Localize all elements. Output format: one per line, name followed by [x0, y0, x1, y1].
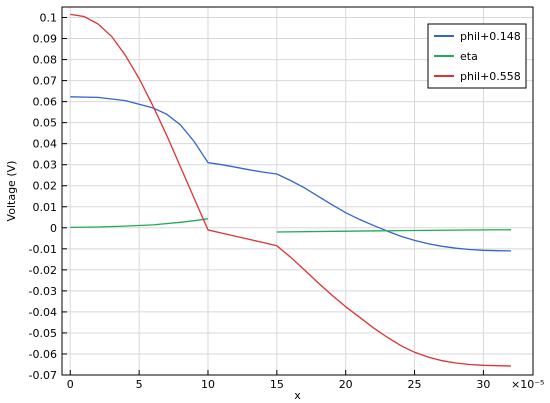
- series-line-phil-0-558: [70, 13, 512, 367]
- x-tick-label: 0: [67, 378, 74, 391]
- y-tick-label: 0.09: [33, 33, 58, 46]
- y-tick-label: 0.02: [33, 180, 58, 193]
- x-tick-label: 15: [270, 378, 284, 391]
- y-tick-label: -0.06: [29, 348, 57, 361]
- series-line-eta: [70, 218, 209, 229]
- legend-label: phil+0.148: [460, 30, 521, 43]
- legend-label: phil+0.558: [460, 70, 521, 83]
- y-tick-label: 0.07: [33, 75, 58, 88]
- y-tick-label: 0: [50, 222, 57, 235]
- legend-label: eta: [460, 50, 478, 63]
- x-tick-label: 30: [476, 378, 490, 391]
- grid: [62, 7, 533, 376]
- series-line-eta: [276, 229, 512, 233]
- y-tick-label: -0.05: [29, 327, 57, 340]
- x-tick-label: 25: [408, 378, 422, 391]
- y-tick-label: 0.05: [33, 117, 58, 130]
- y-axis-title: Voltage (V): [5, 161, 18, 222]
- y-tick-label: 0.08: [33, 54, 58, 67]
- x-tick-label: 10: [201, 378, 215, 391]
- y-tick-label: 0.01: [33, 201, 58, 214]
- y-tick-label: -0.01: [29, 243, 57, 256]
- y-tick-label: -0.03: [29, 285, 57, 298]
- series-lines: [70, 13, 512, 367]
- y-tick-label: -0.04: [29, 306, 57, 319]
- legend: phil+0.148 eta phil+0.558: [427, 23, 527, 89]
- x-tick-label: 20: [339, 378, 353, 391]
- axis-ticks: -0.07 -0.06 -0.05 -0.04 -0.03 -0.02 -0.01 0 0.01…: [29, 12, 491, 391]
- y-tick-label: -0.07: [29, 369, 57, 382]
- x-axis-title: x: [294, 389, 301, 402]
- y-tick-label: 0.1: [40, 12, 58, 25]
- y-tick-label: -0.02: [29, 264, 57, 277]
- x-tick-label: 5: [136, 378, 143, 391]
- y-tick-label: 0.04: [33, 138, 58, 151]
- plot-frame: [61, 6, 534, 376]
- y-tick-label: 0.06: [33, 96, 58, 109]
- series-line-phil-0-148: [70, 96, 512, 252]
- x-axis-multiplier: ×10⁻⁵: [511, 378, 544, 391]
- y-tick-label: 0.03: [33, 159, 58, 172]
